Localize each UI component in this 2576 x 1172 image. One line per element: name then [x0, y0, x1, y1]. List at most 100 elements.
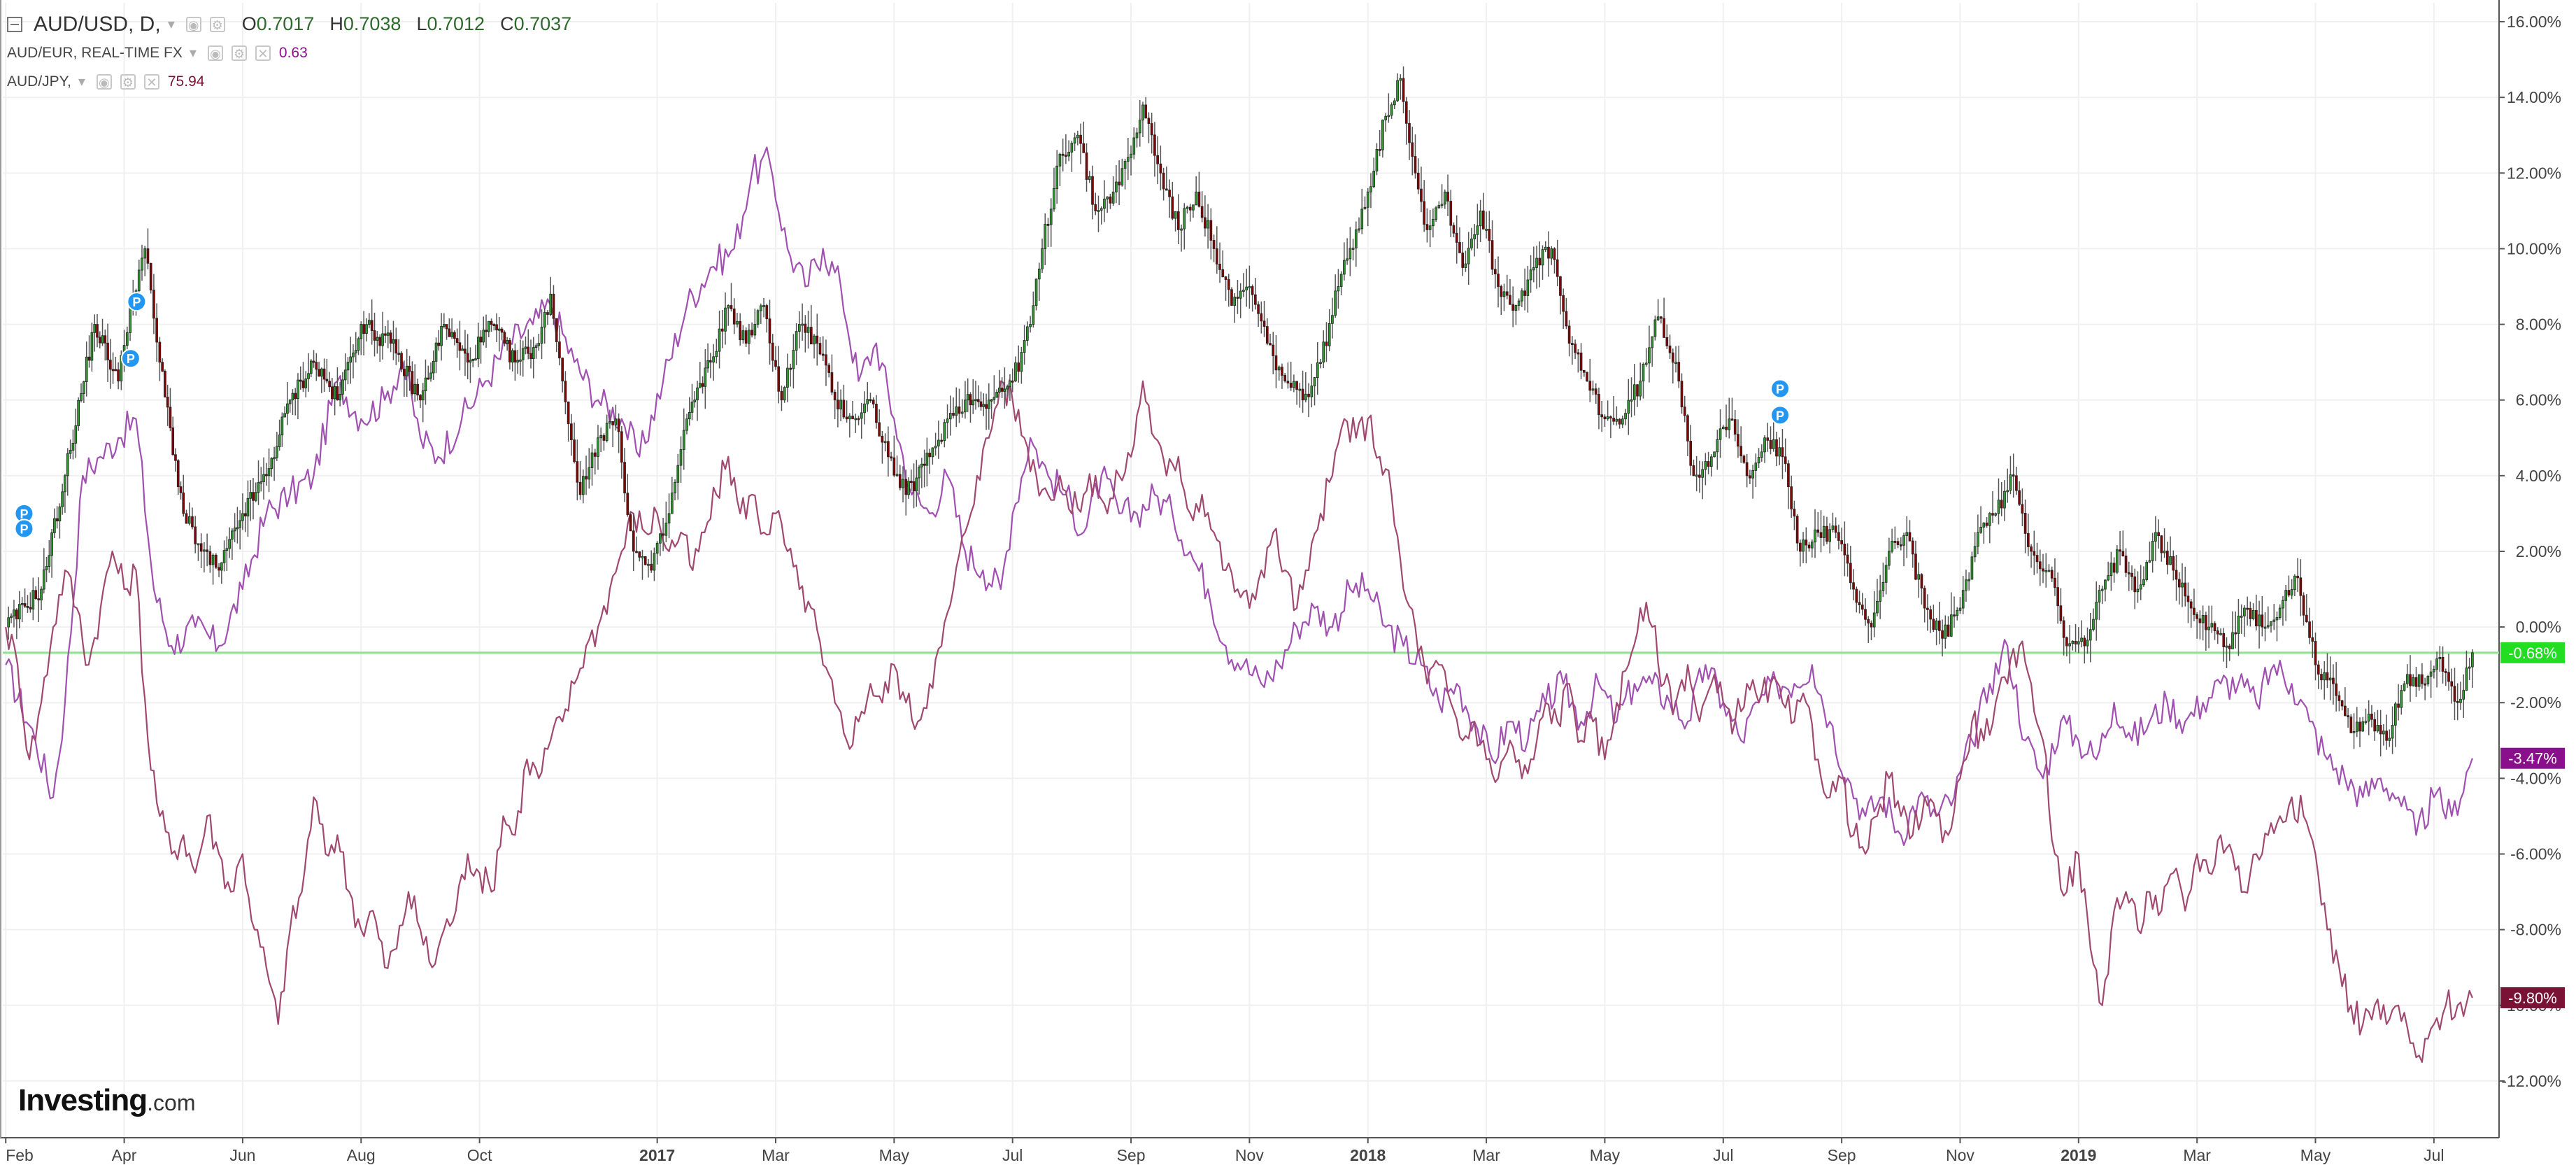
candle-up	[1381, 119, 1384, 150]
candle-down	[1171, 196, 1174, 219]
candle-up	[2142, 579, 2145, 586]
candle-up	[1049, 209, 1053, 225]
x-tick-label: Mar	[2183, 1146, 2211, 1164]
chevron-down-icon[interactable]: ▾	[167, 17, 175, 32]
eye-icon[interactable]: ◉	[207, 45, 223, 61]
eye-icon[interactable]: ◉	[96, 73, 112, 90]
candle-up	[440, 325, 443, 346]
candle-up	[1242, 290, 1245, 292]
candle-down	[818, 343, 822, 355]
candle-down	[1683, 407, 1686, 416]
chevron-down-icon[interactable]: ▾	[78, 74, 85, 90]
candle-up	[61, 491, 64, 507]
candle-down	[1458, 242, 1461, 253]
candle-up	[1470, 238, 1473, 248]
candle-down	[2083, 637, 2086, 647]
chevron-down-icon[interactable]: ▾	[189, 45, 197, 61]
candle-up	[239, 520, 241, 528]
candle-down	[2379, 725, 2382, 735]
candle-down	[1834, 525, 1837, 533]
candle-down	[1668, 345, 1672, 353]
candle-down	[1840, 540, 1843, 544]
candle-up	[1195, 191, 1198, 206]
candle-down	[1215, 248, 1218, 264]
candle-up	[2086, 640, 2089, 647]
candle-down	[1846, 554, 1849, 564]
legend-row-aud-jpy[interactable]: AUD/JPY, ▾ ◉ ⚙ ✕ 75.94	[7, 67, 571, 96]
candle-down	[445, 324, 448, 330]
candle-up	[2154, 532, 2157, 542]
candle-up	[1763, 437, 1766, 453]
settings-icon[interactable]: ⚙	[209, 16, 225, 32]
candle-up	[2009, 474, 2012, 491]
collapse-icon[interactable]	[7, 16, 22, 32]
candle-up	[934, 445, 937, 449]
candle-down	[87, 356, 91, 361]
candle-down	[529, 353, 532, 359]
candle-up	[424, 377, 427, 391]
candle-up	[1644, 362, 1648, 365]
candle-up	[982, 404, 985, 407]
candle-down	[1941, 630, 1944, 639]
candle-down	[29, 607, 32, 609]
candle-up	[2435, 658, 2438, 670]
candle-down	[2160, 535, 2163, 553]
settings-icon[interactable]: ⚙	[120, 73, 136, 90]
candle-up	[1334, 290, 1337, 316]
close-icon[interactable]: ✕	[255, 45, 271, 61]
candle-up	[674, 481, 676, 493]
candle-down	[1094, 204, 1097, 211]
candle-up	[367, 320, 371, 325]
candle-down	[2000, 500, 2003, 509]
candle-up	[1550, 248, 1553, 259]
candle-up	[690, 402, 694, 413]
legend-row-aud-usd[interactable]: AUD/USD, D, ▾ ◉ ⚙ O0.7017 H0.7038 L0.701…	[7, 10, 571, 38]
candle-up	[1141, 104, 1144, 121]
candle-down	[1896, 541, 1900, 545]
candle-up	[659, 533, 662, 544]
candle-up	[498, 328, 501, 331]
candle-up	[641, 556, 644, 558]
candle-down	[1749, 475, 1751, 479]
candle-up	[915, 477, 918, 491]
candle-down	[2027, 533, 2030, 547]
candle-up	[1535, 257, 1538, 268]
candle-down	[37, 598, 40, 601]
candle-down	[567, 401, 570, 425]
candle-down	[2030, 546, 2033, 552]
candle-down	[1505, 291, 1509, 296]
candle-down	[1893, 541, 1897, 543]
candle-up	[614, 418, 618, 425]
candle-down	[2038, 561, 2042, 570]
eye-icon[interactable]: ◉	[185, 16, 201, 32]
candle-down	[2302, 595, 2305, 616]
candle-down	[804, 323, 807, 333]
candle-down	[1553, 248, 1556, 260]
candle-down	[774, 360, 777, 367]
candle-down	[397, 353, 400, 355]
candle-down	[149, 262, 152, 290]
event-marker-label: P	[20, 507, 28, 521]
candle-up	[1760, 451, 1763, 458]
candle-up	[1529, 269, 1532, 281]
candle-down	[2234, 632, 2237, 635]
candle-up	[1023, 340, 1026, 353]
candle-up	[280, 416, 284, 436]
legend-row-aud-eur[interactable]: AUD/EUR, REAL-TIME FX ▾ ◉ ⚙ ✕ 0.63	[7, 38, 571, 67]
close-icon[interactable]: ✕	[143, 73, 159, 90]
candle-down	[2012, 474, 2015, 477]
candle-up	[85, 356, 88, 383]
candle-down	[214, 554, 218, 568]
candle-down	[2358, 721, 2361, 732]
candle-up	[90, 332, 94, 361]
candle-down	[2228, 645, 2231, 649]
settings-icon[interactable]: ⚙	[231, 45, 247, 61]
last-value-tag-bg	[2500, 747, 2565, 769]
candle-down	[2261, 614, 2264, 628]
candle-up	[2095, 602, 2098, 620]
candle-up	[1772, 439, 1775, 449]
candle-up	[343, 369, 347, 381]
candle-down	[1538, 257, 1542, 266]
candle-down	[1745, 462, 1749, 476]
candle-up	[1100, 208, 1103, 211]
